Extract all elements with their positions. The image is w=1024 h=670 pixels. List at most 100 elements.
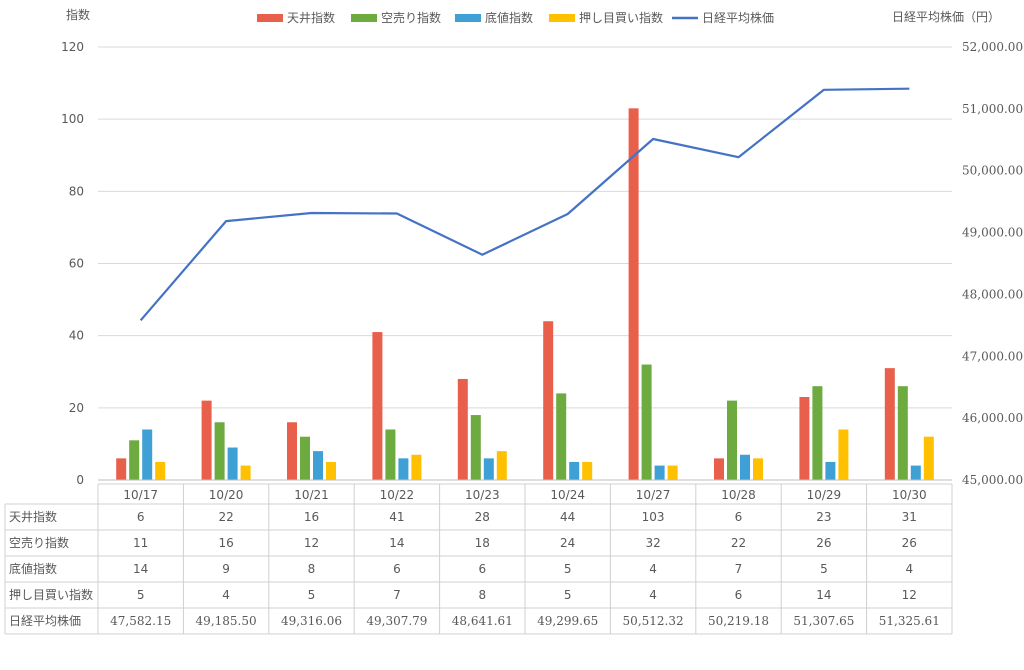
bar-天井指数 bbox=[714, 458, 724, 480]
legend-swatch bbox=[549, 14, 575, 22]
table-cell: 14 bbox=[389, 536, 404, 550]
table-row-label: 押し目買い指数 bbox=[9, 587, 93, 602]
bar-底値指数 bbox=[654, 465, 665, 480]
bar-天井指数 bbox=[287, 422, 297, 480]
table-cell: 5 bbox=[564, 562, 572, 576]
table-cell: 6 bbox=[137, 510, 145, 524]
table-cell: 24 bbox=[560, 536, 575, 550]
table-cell: 28 bbox=[475, 510, 490, 524]
left-tick-label: 0 bbox=[76, 473, 84, 487]
table-cell: 5 bbox=[564, 588, 572, 602]
bar-押し目買い指数 bbox=[326, 461, 336, 480]
table-row-label: 空売り指数 bbox=[9, 535, 69, 550]
table-cell: 51,325.61 bbox=[879, 614, 940, 628]
table-cell: 103 bbox=[642, 510, 665, 524]
right-tick-label: 46,000.00 bbox=[962, 411, 1023, 425]
table-cell: 5 bbox=[308, 588, 316, 602]
legend-entry: 日経平均株価 bbox=[702, 10, 774, 25]
table-cell: 22 bbox=[218, 510, 233, 524]
bar-押し目買い指数 bbox=[667, 465, 678, 480]
table-cell: 16 bbox=[218, 536, 233, 550]
table-cell: 8 bbox=[478, 588, 486, 602]
table-cell: 51,307.65 bbox=[793, 614, 854, 628]
bar-天井指数 bbox=[628, 108, 639, 480]
table-cell: 41 bbox=[389, 510, 404, 524]
category-label: 10/20 bbox=[209, 488, 244, 502]
category-label: 10/17 bbox=[123, 488, 158, 502]
bar-押し目買い指数 bbox=[411, 454, 422, 480]
bar-底値指数 bbox=[483, 458, 494, 480]
bar-底値指数 bbox=[313, 451, 323, 480]
right-tick-label: 51,000.00 bbox=[962, 102, 1023, 116]
left-tick-label: 100 bbox=[61, 112, 84, 126]
bar-空売り指数 bbox=[129, 440, 140, 480]
legend-swatch bbox=[455, 14, 481, 22]
left-tick-label: 80 bbox=[69, 184, 84, 198]
bar-押し目買い指数 bbox=[240, 465, 251, 480]
table-cell: 6 bbox=[393, 562, 401, 576]
left-tick-label: 60 bbox=[69, 257, 84, 271]
left-axis-label: 指数 bbox=[66, 7, 90, 22]
category-label: 10/22 bbox=[380, 488, 415, 502]
bar-天井指数 bbox=[116, 458, 127, 480]
bar-押し目買い指数 bbox=[838, 429, 849, 480]
right-tick-label: 52,000.00 bbox=[962, 40, 1023, 54]
table-cell: 50,219.18 bbox=[708, 614, 769, 628]
bar-空売り指数 bbox=[300, 436, 310, 480]
bar-底値指数 bbox=[398, 458, 409, 480]
bar-空売り指数 bbox=[470, 415, 481, 480]
table-cell: 26 bbox=[816, 536, 831, 550]
table-cell: 49,185.50 bbox=[196, 614, 257, 628]
table-cell: 8 bbox=[308, 562, 316, 576]
table-cell: 5 bbox=[137, 588, 145, 602]
table-cell: 16 bbox=[304, 510, 319, 524]
line-nikkei bbox=[139, 87, 910, 322]
table-cell: 6 bbox=[478, 562, 486, 576]
category-label: 10/28 bbox=[721, 488, 756, 502]
table-cell: 49,299.65 bbox=[537, 614, 598, 628]
table-cell: 44 bbox=[560, 510, 575, 524]
table-cell: 9 bbox=[222, 562, 230, 576]
left-tick-label: 20 bbox=[69, 401, 84, 415]
category-label: 10/23 bbox=[465, 488, 500, 502]
legend-swatch bbox=[351, 14, 377, 22]
bar-底値指数 bbox=[910, 465, 921, 480]
bar-押し目買い指数 bbox=[496, 451, 507, 480]
legend-swatch bbox=[257, 14, 283, 22]
table-cell: 31 bbox=[902, 510, 917, 524]
table-cell: 12 bbox=[902, 588, 917, 602]
table-cell: 11 bbox=[133, 536, 148, 550]
table-cell: 4 bbox=[649, 588, 657, 602]
bar-天井指数 bbox=[372, 332, 383, 480]
table-cell: 5 bbox=[820, 562, 828, 576]
bar-天井指数 bbox=[457, 378, 468, 480]
table-cell: 4 bbox=[649, 562, 657, 576]
category-label: 10/21 bbox=[294, 488, 329, 502]
bar-押し目買い指数 bbox=[155, 461, 166, 480]
table-cell: 50,512.32 bbox=[623, 614, 684, 628]
table-cell: 32 bbox=[645, 536, 660, 550]
bar-空売り指数 bbox=[385, 429, 396, 480]
bar-押し目買い指数 bbox=[582, 461, 593, 480]
category-label: 10/29 bbox=[807, 488, 842, 502]
right-axis-label: 日経平均株価（円） bbox=[892, 9, 1000, 24]
table-cell: 12 bbox=[304, 536, 319, 550]
bar-空売り指数 bbox=[214, 422, 225, 480]
bar-天井指数 bbox=[201, 400, 212, 480]
left-tick-label: 120 bbox=[61, 40, 84, 54]
table-cell: 22 bbox=[731, 536, 746, 550]
table-cell: 7 bbox=[735, 562, 743, 576]
table-cell: 26 bbox=[902, 536, 917, 550]
right-tick-label: 47,000.00 bbox=[962, 349, 1023, 363]
table-cell: 4 bbox=[905, 562, 913, 576]
left-tick-label: 40 bbox=[69, 329, 84, 343]
legend-entry: 空売り指数 bbox=[381, 10, 441, 25]
bar-押し目買い指数 bbox=[753, 458, 763, 480]
right-tick-label: 48,000.00 bbox=[962, 287, 1023, 301]
table-cell: 47,582.15 bbox=[110, 614, 171, 628]
legend-entry: 底値指数 bbox=[485, 10, 533, 25]
bar-押し目買い指数 bbox=[923, 436, 934, 480]
bar-底値指数 bbox=[227, 447, 238, 480]
table-cell: 4 bbox=[222, 588, 230, 602]
